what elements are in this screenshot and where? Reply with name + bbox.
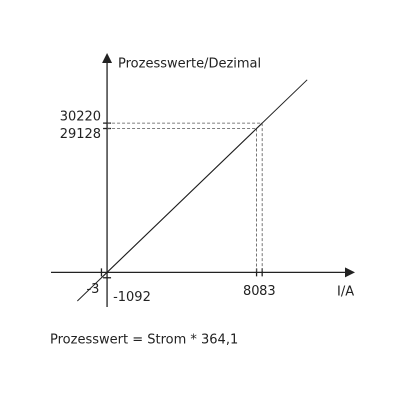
x-tick-label: -3 <box>86 282 99 297</box>
y-tick-label: 29128 <box>60 127 101 142</box>
formula: Prozesswert = Strom * 364,1 <box>50 333 238 348</box>
x-tick-label: 80 <box>243 284 260 299</box>
y-tick-label: -1092 <box>113 290 151 305</box>
data-line <box>101 122 263 279</box>
x-axis-label: I/A <box>337 285 354 300</box>
y-tick-label: 30220 <box>60 110 101 125</box>
y-axis-label: Prozesswerte/Dezimal <box>118 57 261 72</box>
x-tick-label: 83 <box>259 284 276 299</box>
